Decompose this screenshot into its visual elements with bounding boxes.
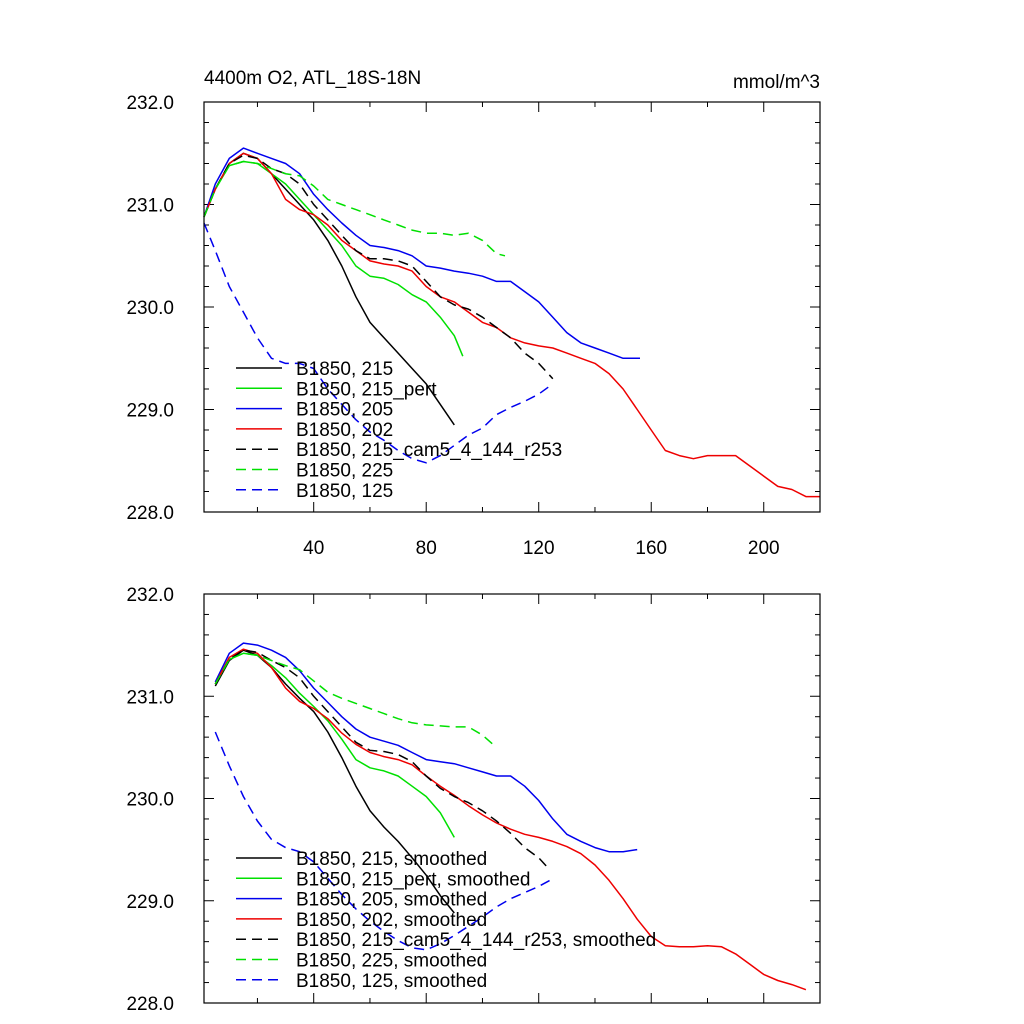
top-plot-lines [203, 147, 820, 498]
y-tick-label: 230.0 [126, 298, 174, 319]
bottom-panel: 228.0 229.0 230.0 231.0 232.0 B1850, 215, sm… [126, 585, 821, 1015]
series-line [203, 160, 506, 257]
legend-label: B1850, 215 [296, 359, 393, 380]
series-line [214, 642, 638, 853]
series-line [214, 648, 807, 991]
legend-label: B1850, 125 [296, 481, 393, 502]
legend-label: B1850, 202, smoothed [296, 910, 487, 931]
top-plot-frame [203, 101, 821, 513]
series-line [203, 160, 464, 357]
series-line [203, 147, 640, 360]
legend-label: B1850, 205, smoothed [296, 890, 487, 911]
bottom-y-tick-labels: 228.0 229.0 230.0 231.0 232.0 [126, 585, 174, 1015]
y-tick-label: 232.0 [126, 93, 174, 114]
y-tick-label: 229.0 [126, 892, 174, 913]
legend-label: B1850, 125, smoothed [296, 971, 487, 992]
chart-title: 4400m O2, ATL_18S-18N [204, 68, 421, 89]
legend-label: B1850, 215_pert [296, 379, 437, 400]
series-line [214, 649, 551, 871]
x-tick-label: 200 [748, 538, 780, 559]
series-line [203, 152, 820, 498]
chart-units: mmol/m^3 [733, 72, 820, 93]
y-tick-label: 231.0 [126, 196, 174, 217]
legend-label: B1850, 202 [296, 420, 393, 441]
series-line [214, 731, 551, 951]
y-tick-label: 229.0 [126, 401, 174, 422]
legend-label: B1850, 215_pert, smoothed [296, 869, 531, 890]
legend-label: B1850, 205 [296, 400, 393, 421]
x-tick-label: 80 [416, 538, 437, 559]
legend-label: B1850, 225 [296, 461, 393, 482]
y-tick-label: 228.0 [126, 503, 174, 524]
legend-label: B1850, 215_cam5_4_144_r253 [296, 440, 562, 461]
y-tick-label: 232.0 [126, 585, 174, 606]
y-tick-label: 230.0 [126, 790, 174, 811]
legend-label: B1850, 215_cam5_4_144_r253, smoothed [296, 930, 656, 951]
y-tick-label: 228.0 [126, 994, 174, 1015]
y-tick-label: 231.0 [126, 687, 174, 708]
bottom-plot-frame [203, 593, 821, 1004]
x-tick-label: 120 [523, 538, 555, 559]
legend-label: B1850, 215, smoothed [296, 849, 487, 870]
series-line [203, 154, 554, 380]
x-tick-label: 40 [303, 538, 324, 559]
x-tick-label: 160 [635, 538, 667, 559]
series-line [203, 222, 554, 464]
series-line [214, 652, 497, 748]
top-x-tick-labels: 40 80 120 160 200 [303, 538, 779, 559]
top-panel: 4400m O2, ATL_18S-18N mmol/m^3 228.0 229.… [126, 68, 821, 559]
top-y-tick-labels: 228.0 229.0 230.0 231.0 232.0 [126, 93, 174, 524]
legend-label: B1850, 225, smoothed [296, 951, 487, 972]
bottom-plot-lines [214, 642, 807, 991]
